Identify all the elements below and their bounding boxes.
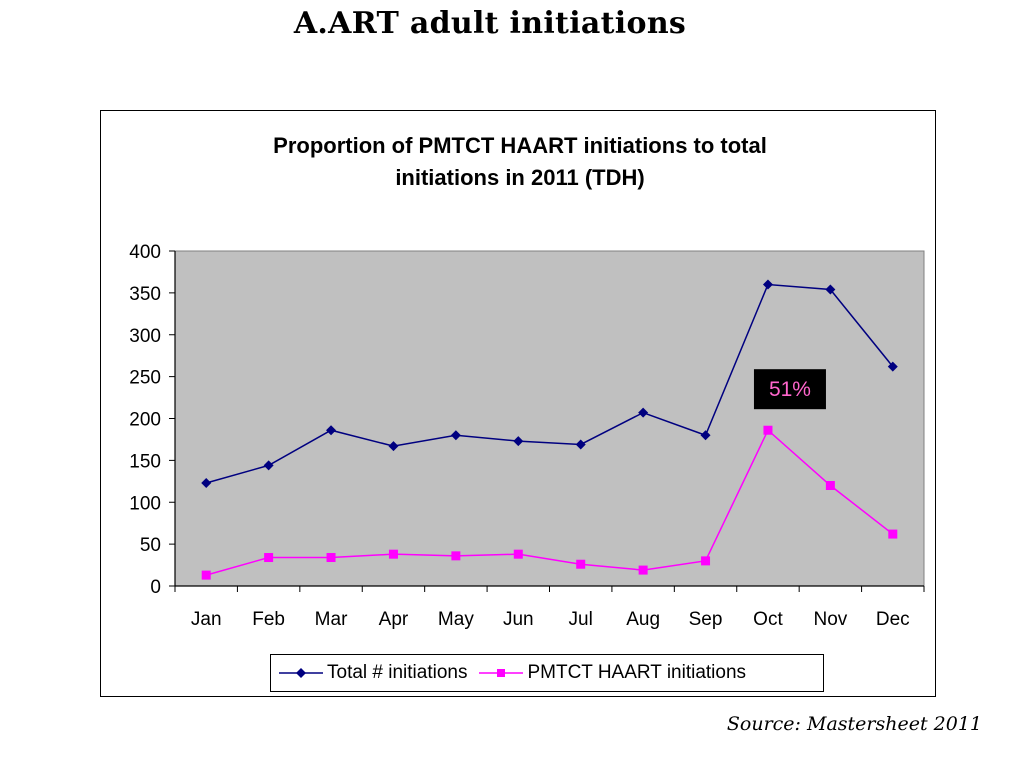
data-point-diamond	[762, 279, 773, 290]
data-point-diamond	[700, 430, 711, 441]
x-tick-label: Jan	[191, 609, 222, 630]
data-point-square	[326, 553, 336, 563]
y-tick-label: 100	[129, 493, 161, 514]
data-point-diamond	[263, 460, 274, 471]
data-point-diamond	[513, 436, 524, 447]
data-point-square	[825, 481, 835, 490]
data-point-square	[701, 556, 711, 566]
x-tick-label: Nov	[813, 609, 847, 630]
data-point-square	[763, 425, 773, 435]
legend-label-total: Total # initiations	[327, 662, 468, 683]
chart-title-line-1: Proportion of PMTCT HAART initiations to…	[273, 133, 767, 158]
annotation-label: 51%	[769, 378, 811, 401]
x-tick-label: Dec	[876, 609, 910, 630]
data-point-diamond	[825, 284, 836, 295]
data-point-diamond	[450, 430, 461, 441]
y-tick-label: 200	[129, 410, 161, 431]
legend-diamond-marker-icon	[279, 668, 323, 678]
data-point-square	[264, 553, 274, 563]
data-point-square	[388, 549, 398, 559]
data-point-square	[201, 570, 211, 580]
x-tick-label: Aug	[626, 609, 660, 630]
series-line-1	[206, 283, 894, 484]
y-tick-label: 400	[129, 242, 161, 263]
chart-title: Proportion of PMTCT HAART initiations to…	[170, 130, 870, 194]
data-point-square	[451, 551, 461, 561]
data-point-diamond	[575, 439, 586, 450]
plot-area	[174, 250, 925, 587]
y-tick-label: 300	[129, 326, 161, 347]
source-note: Source: Mastersheet 2011	[726, 713, 982, 735]
legend-square-marker-icon	[479, 669, 524, 677]
legend-item-pmtct: PMTCT HAART initiations	[479, 662, 746, 684]
x-tick-label: Apr	[379, 609, 409, 630]
x-tick-label: Jun	[503, 609, 534, 630]
data-point-diamond	[887, 361, 898, 372]
data-point-diamond	[201, 477, 212, 488]
x-tick-label: Feb	[252, 609, 285, 630]
y-tick-label: 50	[140, 535, 161, 556]
series-line-2	[206, 429, 894, 576]
data-point-square	[576, 559, 586, 569]
legend-label-pmtct: PMTCT HAART initiations	[527, 662, 747, 683]
data-point-diamond	[388, 441, 399, 452]
x-tick-label: May	[438, 609, 474, 630]
x-tick-label: Oct	[753, 609, 783, 630]
y-tick-label: 0	[150, 577, 161, 598]
y-tick-label: 150	[129, 451, 161, 472]
data-point-diamond	[326, 425, 337, 436]
data-point-square	[888, 529, 898, 539]
x-tick-label: Mar	[315, 609, 348, 630]
data-point-square	[638, 565, 648, 575]
legend-item-total: Total # initiations	[279, 662, 467, 684]
slide-title: A.ART adult initiations	[293, 6, 687, 41]
y-tick-label: 350	[129, 284, 161, 305]
data-point-diamond	[638, 407, 649, 418]
data-point-square	[513, 549, 523, 559]
chart-legend: Total # initiations PMTCT HAART initiati…	[270, 654, 824, 692]
x-tick-label: Jul	[569, 609, 593, 630]
y-tick-label: 250	[129, 368, 161, 389]
x-tick-label: Sep	[689, 609, 723, 630]
annotation-box	[753, 369, 826, 410]
chart-title-line-2: initiations in 2011 (TDH)	[395, 165, 645, 190]
